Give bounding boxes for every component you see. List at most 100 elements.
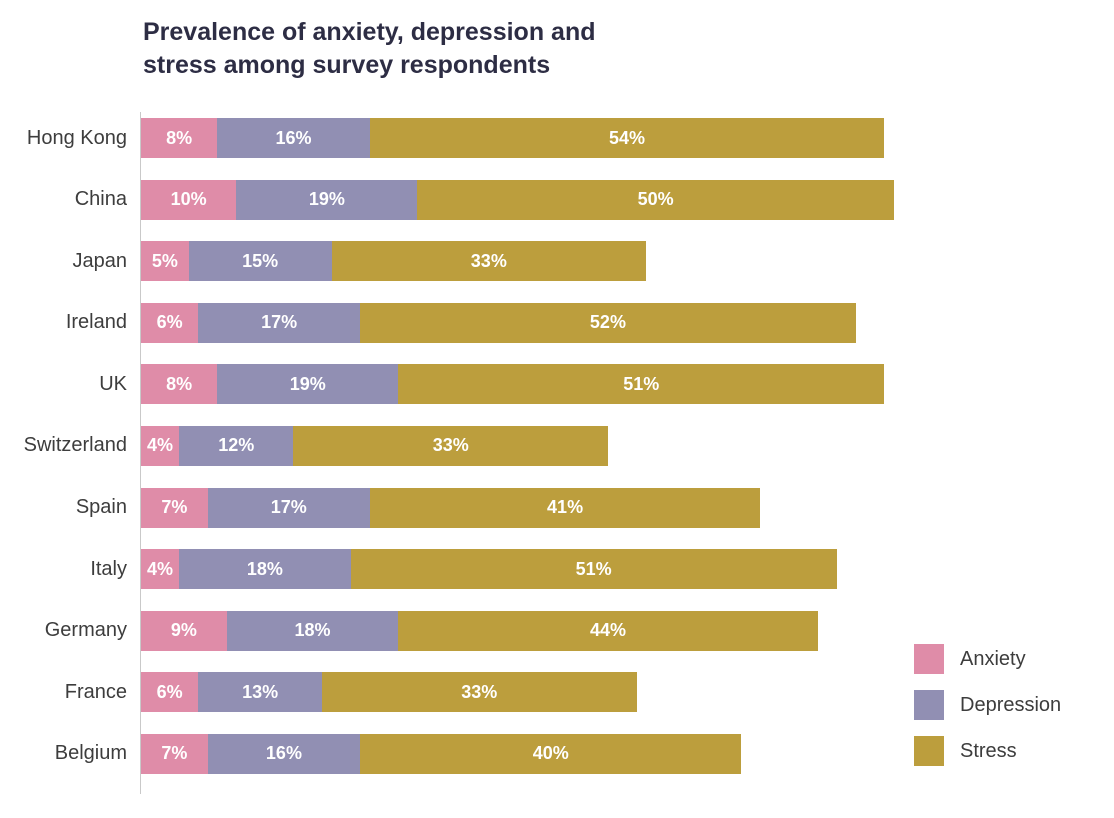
stacked-bar-chart: Hong Kong 8% 16% 54% China 10% 19% 50% Japan 5% 15…	[0, 118, 1114, 796]
category-label: Ireland	[65, 311, 127, 334]
category-label: Italy	[90, 557, 127, 580]
bar-value-label: 6%	[156, 681, 183, 702]
bar-track: 9% 18% 44%	[141, 610, 818, 651]
legend-swatch-depression	[914, 690, 944, 720]
bar-track: 8% 16% 54%	[141, 118, 885, 158]
legend-label-stress: Stress	[960, 739, 1017, 762]
category-label: UK	[99, 372, 127, 395]
chart-row: China 10% 19% 50%	[0, 179, 1114, 220]
bar-value-label: 52%	[589, 312, 626, 333]
category-label: Japan	[72, 249, 128, 272]
bar-segment-anxiety: 6%	[141, 672, 199, 713]
bar-value-label: 19%	[308, 189, 345, 210]
chart-row: Hong Kong 8% 16% 54%	[0, 118, 1114, 158]
chart-title-line-2: stress among survey respondents	[143, 51, 551, 79]
chart-row: Switzerland 4% 12% 33%	[0, 425, 1114, 466]
chart-row: Germany 9% 18% 44%	[0, 610, 1114, 651]
chart-row: France 6% 13% 33%	[0, 672, 1114, 713]
bar-value-label: 18%	[294, 620, 331, 641]
chart-title: Prevalence of anxiety, depression and st…	[143, 16, 596, 82]
bar-value-label: 16%	[265, 743, 302, 764]
bar-value-label: 33%	[470, 250, 507, 271]
legend-item-stress: Stress	[914, 736, 1061, 766]
chart-row: Belgium 7% 16% 40%	[0, 733, 1114, 774]
bar-value-label: 9%	[170, 620, 197, 641]
bar-track: 10% 19% 50%	[141, 179, 894, 220]
chart-legend: Anxiety Depression Stress	[914, 644, 1061, 782]
bar-value-label: 15%	[242, 250, 279, 271]
bar-segment-stress: 40%	[360, 733, 742, 774]
bar-track: 7% 16% 40%	[141, 733, 742, 774]
bar-segment-anxiety: 4%	[141, 549, 180, 590]
category-label: Spain	[75, 496, 127, 519]
bar-value-label: 7%	[161, 497, 188, 518]
legend-swatch-anxiety	[914, 644, 944, 674]
bar-segment-depression: 13%	[198, 672, 323, 713]
bar-segment-depression: 18%	[179, 549, 351, 590]
bar-segment-depression: 15%	[188, 241, 332, 282]
bar-segment-stress: 52%	[360, 302, 856, 343]
category-label: Germany	[44, 619, 127, 642]
bar-value-label: 5%	[151, 250, 178, 271]
bar-value-label: 10%	[170, 189, 207, 210]
bar-track: 5% 15% 33%	[141, 241, 647, 282]
bar-segment-anxiety: 9%	[141, 610, 227, 651]
bar-value-label: 54%	[608, 127, 646, 148]
bar-value-label: 18%	[246, 558, 283, 579]
bar-value-label: 33%	[461, 681, 498, 702]
bar-value-label: 7%	[161, 743, 188, 764]
bar-value-label: 17%	[270, 497, 307, 518]
bar-segment-anxiety: 10%	[141, 179, 237, 220]
bar-value-label: 51%	[575, 558, 612, 579]
bar-segment-depression: 19%	[236, 179, 418, 220]
chart-title-line-1: Prevalence of anxiety, depression and	[143, 18, 596, 46]
bar-value-label: 17%	[261, 312, 298, 333]
bar-value-label: 40%	[532, 743, 569, 764]
y-axis-line	[140, 112, 141, 794]
bar-value-label: 19%	[289, 373, 326, 394]
bar-segment-stress: 41%	[369, 487, 761, 528]
bar-value-label: 50%	[637, 189, 674, 210]
bar-track: 4% 18% 51%	[141, 549, 837, 590]
bar-value-label: 13%	[242, 681, 279, 702]
bar-track: 6% 17% 52%	[141, 302, 856, 343]
legend-item-depression: Depression	[914, 690, 1061, 720]
bar-segment-anxiety: 7%	[141, 733, 208, 774]
bar-segment-stress: 33%	[331, 241, 647, 282]
bar-track: 7% 17% 41%	[141, 487, 761, 528]
bar-segment-depression: 16%	[217, 118, 370, 158]
bar-value-label: 16%	[275, 127, 312, 148]
bar-value-label: 8%	[166, 127, 193, 148]
bar-value-label: 8%	[166, 373, 193, 394]
bar-segment-stress: 51%	[350, 549, 837, 590]
bar-value-label: 12%	[218, 435, 255, 456]
bar-segment-stress: 54%	[369, 118, 885, 158]
bar-segment-anxiety: 7%	[141, 487, 208, 528]
bar-value-label: 33%	[432, 435, 469, 456]
bar-segment-stress: 50%	[417, 179, 894, 220]
bar-segment-anxiety: 8%	[141, 118, 218, 158]
bar-segment-anxiety: 6%	[141, 302, 199, 343]
bar-value-label: 51%	[623, 373, 660, 394]
bar-segment-depression: 16%	[207, 733, 361, 774]
legend-label-depression: Depression	[960, 693, 1062, 716]
bar-segment-stress: 33%	[293, 425, 608, 466]
bar-value-label: 44%	[589, 620, 626, 641]
bar-segment-depression: 17%	[207, 487, 370, 528]
bar-value-label: 6%	[156, 312, 183, 333]
category-label: Switzerland	[23, 434, 127, 457]
legend-swatch-stress	[914, 736, 944, 766]
category-label: Hong Kong	[26, 126, 127, 149]
bar-segment-stress: 44%	[398, 610, 818, 651]
bar-segment-depression: 18%	[226, 610, 399, 651]
bar-track: 4% 12% 33%	[141, 425, 608, 466]
legend-item-anxiety: Anxiety	[914, 644, 1061, 674]
bar-track: 8% 19% 51%	[141, 364, 885, 405]
bar-track: 6% 13% 33%	[141, 672, 637, 713]
bar-segment-depression: 19%	[217, 364, 399, 405]
chart-row: Ireland 6% 17% 52%	[0, 302, 1114, 343]
bar-segment-depression: 17%	[198, 302, 361, 343]
bar-segment-anxiety: 4%	[141, 425, 180, 466]
category-label: France	[64, 680, 127, 703]
bar-segment-depression: 12%	[179, 425, 294, 466]
